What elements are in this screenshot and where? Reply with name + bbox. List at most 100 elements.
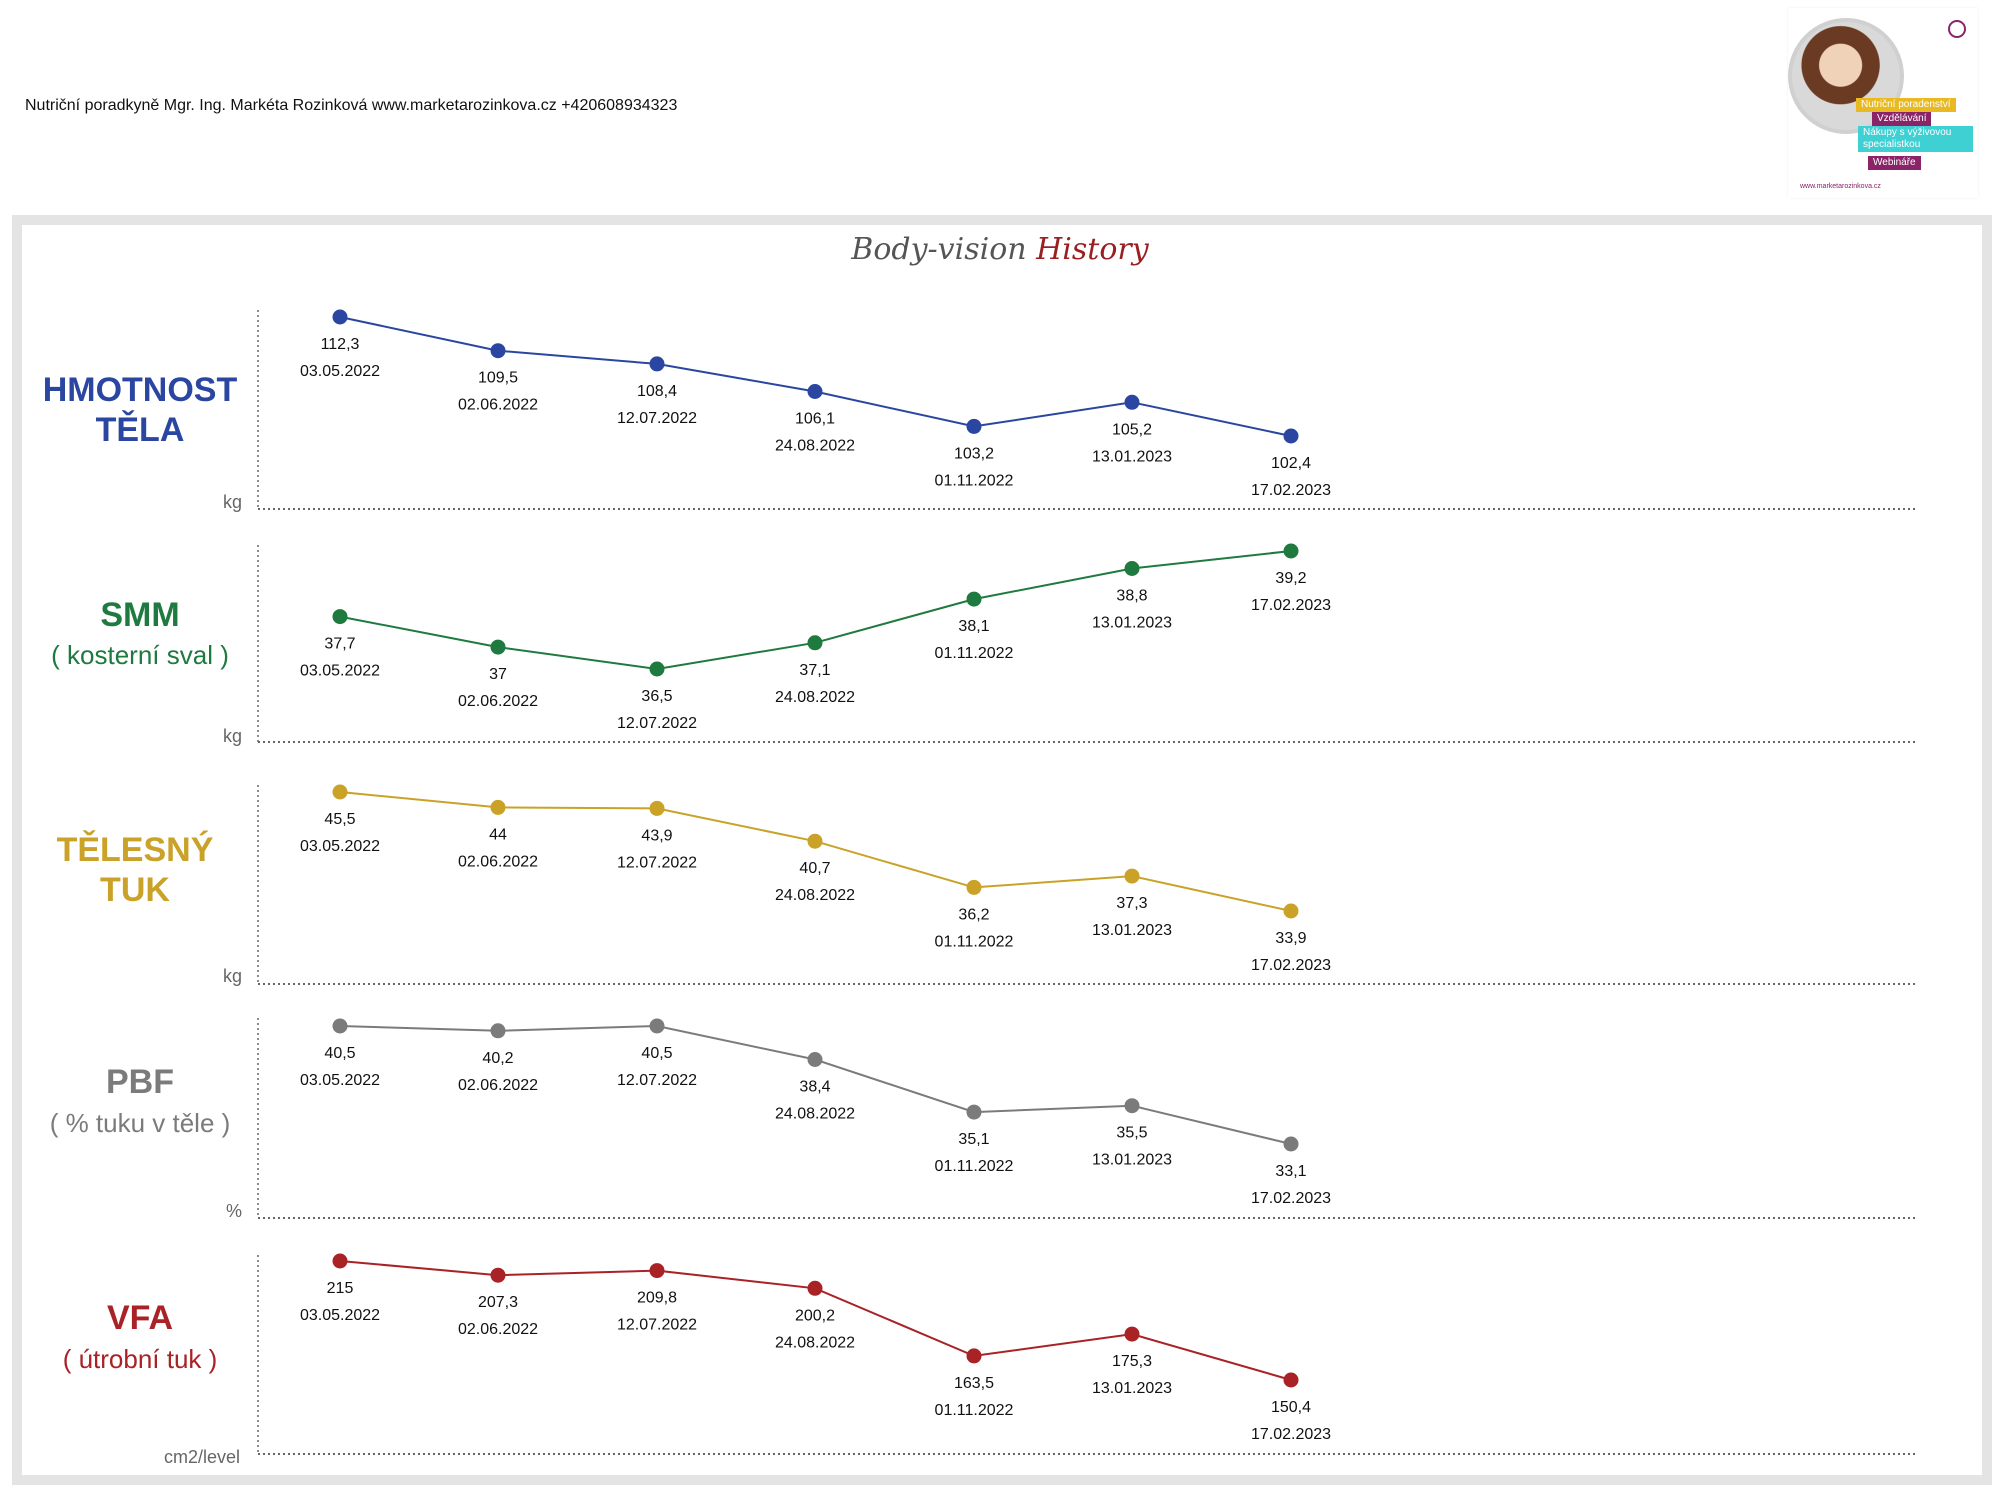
data-label-3-5: 35,5: [1116, 1125, 1147, 1142]
data-point-1-3: [807, 635, 823, 651]
date-label-3-0: 03.05.2022: [300, 1072, 380, 1089]
data-label-1-2: 36,5: [641, 688, 672, 705]
data-point-0-3: [807, 384, 823, 399]
data-label-0-5: 105,2: [1112, 421, 1152, 438]
data-label-1-1: 37: [489, 666, 507, 683]
data-point-1-4: [966, 591, 982, 607]
data-label-2-5: 37,3: [1116, 895, 1147, 912]
row-sublabel-vfa: ( útrobní tuk ): [62, 1344, 218, 1374]
row-unit-pbf: %: [225, 1201, 242, 1221]
data-point-3-1: [490, 1023, 506, 1039]
data-point-3-5: [1124, 1098, 1140, 1114]
logo-tag-education: Vzdělávání: [1872, 112, 1932, 126]
data-point-3-6: [1283, 1136, 1299, 1152]
data-point-2-4: [966, 879, 982, 895]
data-point-4-5: [1124, 1326, 1140, 1342]
date-label-4-5: 13.01.2023: [1092, 1380, 1172, 1397]
data-point-0-6: [1283, 428, 1299, 444]
data-label-0-0: 112,3: [321, 336, 360, 353]
row-sublabel-smm: ( kosterní sval ): [51, 640, 229, 670]
data-label-2-1: 44: [489, 826, 507, 843]
row-label-pbf: PBF: [106, 1063, 174, 1101]
date-label-1-0: 03.05.2022: [300, 663, 380, 680]
date-label-1-3: 24.08.2022: [775, 689, 855, 706]
row-sublabel-pbf: ( % tuku v těle ): [49, 1108, 231, 1138]
data-label-3-0: 40,5: [324, 1045, 355, 1062]
data-label-1-3: 37,1: [799, 662, 830, 679]
logo-tag-nutrition: Nutriční poradenství: [1856, 98, 1956, 112]
data-label-0-6: 102,4: [1271, 455, 1311, 472]
brand-logo: Nutriční poradenství Vzdělávání Nákupy s…: [1788, 8, 1978, 198]
date-label-0-4: 01.11.2022: [935, 472, 1014, 489]
data-point-2-3: [807, 833, 823, 849]
data-point-3-2: [649, 1018, 665, 1034]
data-label-1-4: 38,1: [958, 618, 989, 635]
data-point-3-0: [332, 1018, 348, 1034]
row-unit-smm: kg: [222, 726, 242, 746]
data-label-1-0: 37,7: [324, 636, 355, 653]
logo-tag-webinars: Webináře: [1868, 156, 1921, 170]
data-point-4-6: [1283, 1372, 1299, 1388]
data-label-2-2: 43,9: [641, 827, 672, 844]
row-label-weight: HMOTNOST TĚLA: [42, 371, 238, 449]
data-point-4-2: [649, 1263, 665, 1279]
date-label-3-6: 17.02.2023: [1251, 1190, 1331, 1207]
brand-mark-icon: [1948, 20, 1966, 38]
data-label-0-4: 103,2: [954, 445, 994, 462]
data-label-4-1: 207,3: [478, 1294, 518, 1311]
data-label-3-6: 33,1: [1275, 1163, 1306, 1180]
data-point-3-4: [966, 1104, 982, 1120]
data-label-4-0: 215: [327, 1280, 354, 1297]
date-label-1-5: 13.01.2023: [1092, 615, 1172, 632]
date-label-0-1: 02.06.2022: [458, 397, 538, 414]
data-point-2-0: [332, 784, 348, 800]
row-label-vfa: VFA: [106, 1299, 174, 1337]
data-label-4-2: 209,8: [637, 1290, 677, 1307]
data-label-3-4: 35,1: [958, 1131, 989, 1148]
data-label-0-2: 108,4: [637, 383, 677, 400]
data-label-2-6: 33,9: [1275, 930, 1306, 947]
data-label-4-6: 150,4: [1271, 1399, 1311, 1416]
chart-panel: [12, 215, 1992, 1485]
header-contact-text: Nutriční poradkyně Mgr. Ing. Markéta Roz…: [25, 97, 678, 114]
data-point-0-4: [966, 418, 982, 434]
date-label-0-3: 24.08.2022: [775, 438, 855, 455]
date-label-4-0: 03.05.2022: [300, 1307, 380, 1324]
date-label-4-6: 17.02.2023: [1251, 1426, 1331, 1443]
date-label-1-4: 01.11.2022: [935, 645, 1014, 662]
row-label-smm: SMM: [100, 596, 180, 634]
date-label-1-2: 12.07.2022: [617, 715, 697, 732]
logo-tag-shopping: Nákupy s výživovou specialistkou: [1858, 126, 1973, 152]
date-label-4-4: 01.11.2022: [935, 1402, 1014, 1419]
data-label-1-6: 39,2: [1275, 570, 1306, 587]
data-point-0-1: [490, 343, 506, 359]
date-label-2-0: 03.05.2022: [300, 838, 380, 855]
series-line-1: [339, 550, 1292, 671]
date-label-2-5: 13.01.2023: [1092, 922, 1172, 939]
date-label-0-5: 13.01.2023: [1092, 448, 1172, 465]
date-label-4-2: 12.07.2022: [617, 1317, 697, 1334]
data-point-0-2: [649, 356, 665, 372]
data-label-1-5: 38,8: [1116, 588, 1147, 605]
data-point-2-5: [1124, 868, 1140, 884]
row-unit-fat: kg: [222, 966, 242, 986]
data-point-1-5: [1124, 561, 1140, 576]
data-label-4-5: 175,3: [1112, 1353, 1152, 1370]
row-unit-weight: kg: [222, 492, 242, 512]
date-label-2-3: 24.08.2022: [775, 887, 855, 904]
date-label-2-4: 01.11.2022: [935, 933, 1014, 950]
date-label-2-6: 17.02.2023: [1251, 957, 1331, 974]
date-label-2-1: 02.06.2022: [458, 853, 538, 870]
data-label-2-3: 40,7: [799, 860, 830, 877]
data-point-2-2: [649, 800, 665, 816]
data-point-1-2: [649, 661, 665, 677]
data-point-0-0: [332, 309, 348, 325]
profile-photo: [1788, 18, 1904, 134]
date-label-2-2: 12.07.2022: [617, 854, 697, 871]
data-point-1-0: [332, 609, 348, 625]
data-label-4-4: 163,5: [954, 1375, 994, 1392]
chart-title-part1: Body-vision: [851, 232, 1027, 267]
date-label-3-4: 01.11.2022: [935, 1158, 1014, 1175]
date-label-3-2: 12.07.2022: [617, 1072, 697, 1089]
data-label-0-3: 106,1: [795, 411, 835, 428]
